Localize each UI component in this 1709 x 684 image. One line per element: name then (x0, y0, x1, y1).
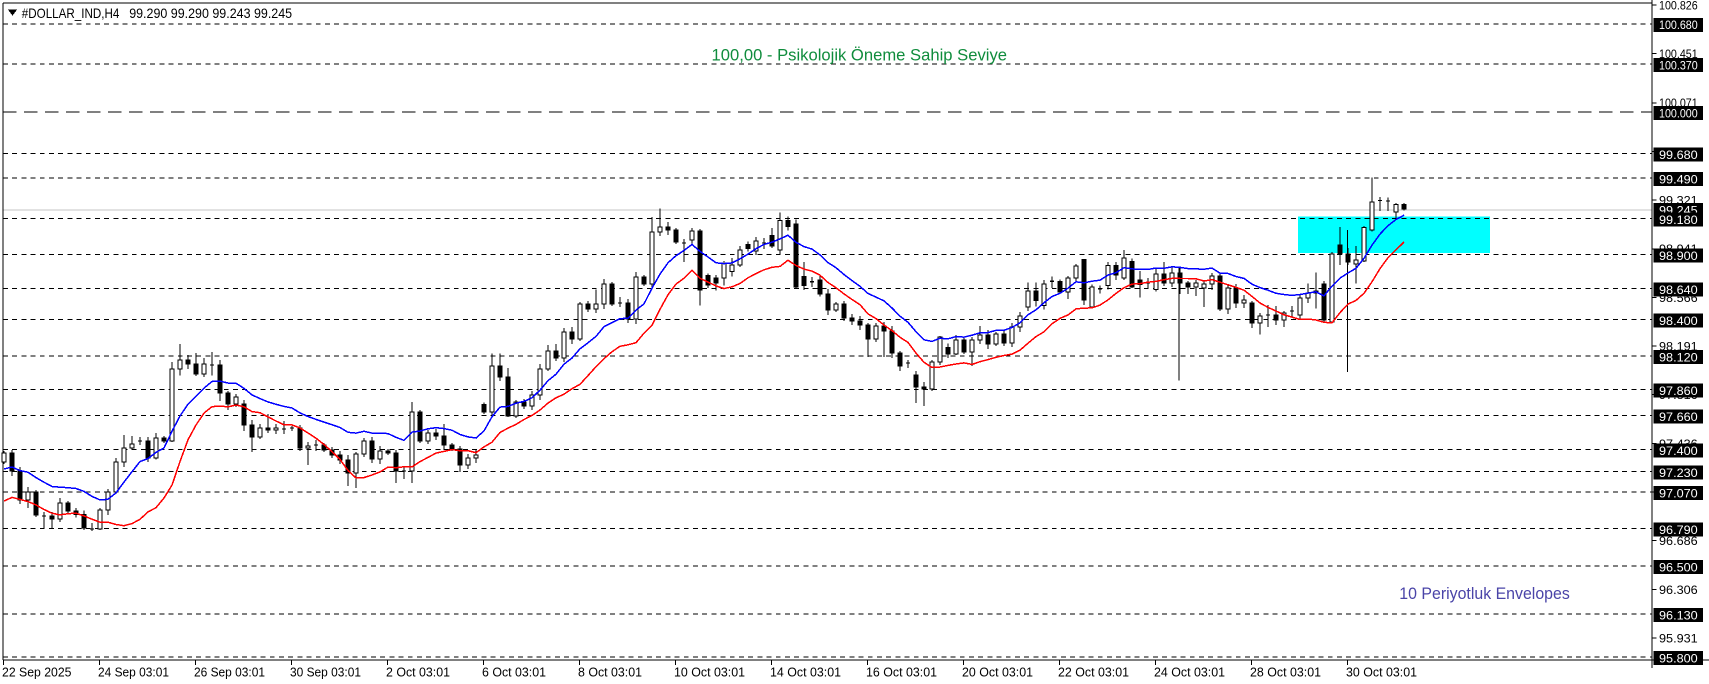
svg-text:96.686: 96.686 (1659, 534, 1698, 548)
svg-text:100.451: 100.451 (1659, 47, 1698, 61)
svg-text:95.800: 95.800 (1659, 652, 1698, 666)
svg-text:#DOLLAR_IND,H4: #DOLLAR_IND,H4 (22, 5, 120, 21)
svg-text:28 Oct 03:01: 28 Oct 03:01 (1250, 665, 1321, 680)
svg-text:26 Sep 03:01: 26 Sep 03:01 (194, 665, 265, 680)
svg-text:98.640: 98.640 (1659, 283, 1698, 297)
svg-text:10 Oct 03:01: 10 Oct 03:01 (674, 665, 745, 680)
svg-text:20 Oct 03:01: 20 Oct 03:01 (962, 665, 1033, 680)
svg-text:99.290 99.290 99.243 99.245: 99.290 99.290 99.243 99.245 (129, 5, 292, 21)
svg-text:95.931: 95.931 (1659, 632, 1698, 646)
svg-text:97.660: 97.660 (1659, 410, 1698, 424)
svg-text:96.500: 96.500 (1659, 561, 1698, 575)
svg-text:30 Oct 03:01: 30 Oct 03:01 (1346, 665, 1417, 680)
svg-text:100,00 - Psikolojik Öneme Sah: 100,00 - Psikolojik Öneme Sahip Seviye (712, 45, 1008, 64)
svg-text:100.000: 100.000 (1659, 107, 1698, 121)
svg-text:6 Oct 03:01: 6 Oct 03:01 (482, 665, 546, 680)
svg-text:98.900: 98.900 (1659, 249, 1698, 263)
svg-text:100.370: 100.370 (1659, 59, 1698, 73)
svg-text:100.680: 100.680 (1659, 18, 1698, 32)
svg-text:2 Oct 03:01: 2 Oct 03:01 (386, 665, 450, 680)
svg-text:8 Oct 03:01: 8 Oct 03:01 (578, 665, 642, 680)
svg-text:97.070: 97.070 (1659, 487, 1698, 501)
svg-text:10 Periyotluk Envelopes: 10 Periyotluk Envelopes (1399, 584, 1570, 603)
svg-text:99.180: 99.180 (1659, 213, 1698, 227)
svg-text:98.120: 98.120 (1659, 350, 1698, 364)
svg-text:14 Oct 03:01: 14 Oct 03:01 (770, 665, 841, 680)
svg-text:24 Oct 03:01: 24 Oct 03:01 (1154, 665, 1225, 680)
svg-text:24 Sep 03:01: 24 Sep 03:01 (98, 665, 169, 680)
svg-text:16 Oct 03:01: 16 Oct 03:01 (866, 665, 937, 680)
svg-text:99.680: 99.680 (1659, 148, 1698, 162)
svg-text:96.790: 96.790 (1659, 523, 1698, 537)
svg-text:96.306: 96.306 (1659, 583, 1698, 597)
svg-text:30 Sep 03:01: 30 Sep 03:01 (290, 665, 361, 680)
svg-text:96.130: 96.130 (1659, 609, 1698, 623)
svg-text:97.400: 97.400 (1659, 444, 1698, 458)
svg-text:97.860: 97.860 (1659, 384, 1698, 398)
svg-text:97.230: 97.230 (1659, 466, 1698, 480)
svg-text:22 Oct 03:01: 22 Oct 03:01 (1058, 665, 1129, 680)
svg-text:98.400: 98.400 (1659, 314, 1698, 328)
svg-text:99.490: 99.490 (1659, 173, 1698, 187)
svg-text:100.826: 100.826 (1659, 0, 1698, 12)
svg-text:22 Sep 2025: 22 Sep 2025 (2, 665, 72, 680)
